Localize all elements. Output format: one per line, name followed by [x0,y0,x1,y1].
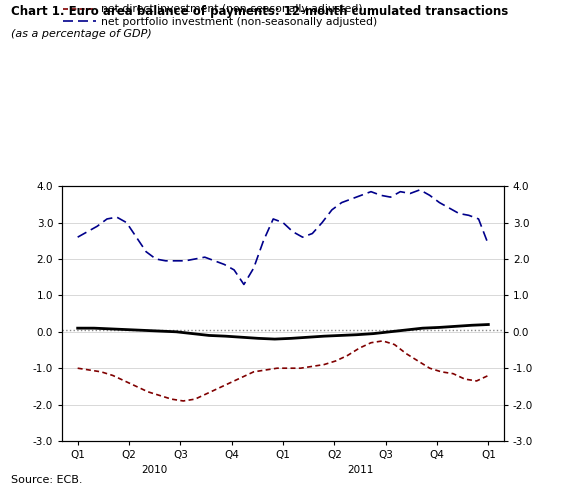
Text: 2011: 2011 [347,465,373,475]
Text: Source: ECB.: Source: ECB. [11,475,83,485]
Text: 2010: 2010 [142,465,168,475]
Text: Chart 1. Euro area balance of payments: 12-month cumulated transactions: Chart 1. Euro area balance of payments: … [11,5,509,18]
Text: (as a percentage of GDP): (as a percentage of GDP) [11,29,152,39]
Legend: $\bf{current\ account\ balance}$ (seasonally adjusted), net direct investment (n: $\bf{current\ account\ balance}$ (season… [63,0,378,27]
